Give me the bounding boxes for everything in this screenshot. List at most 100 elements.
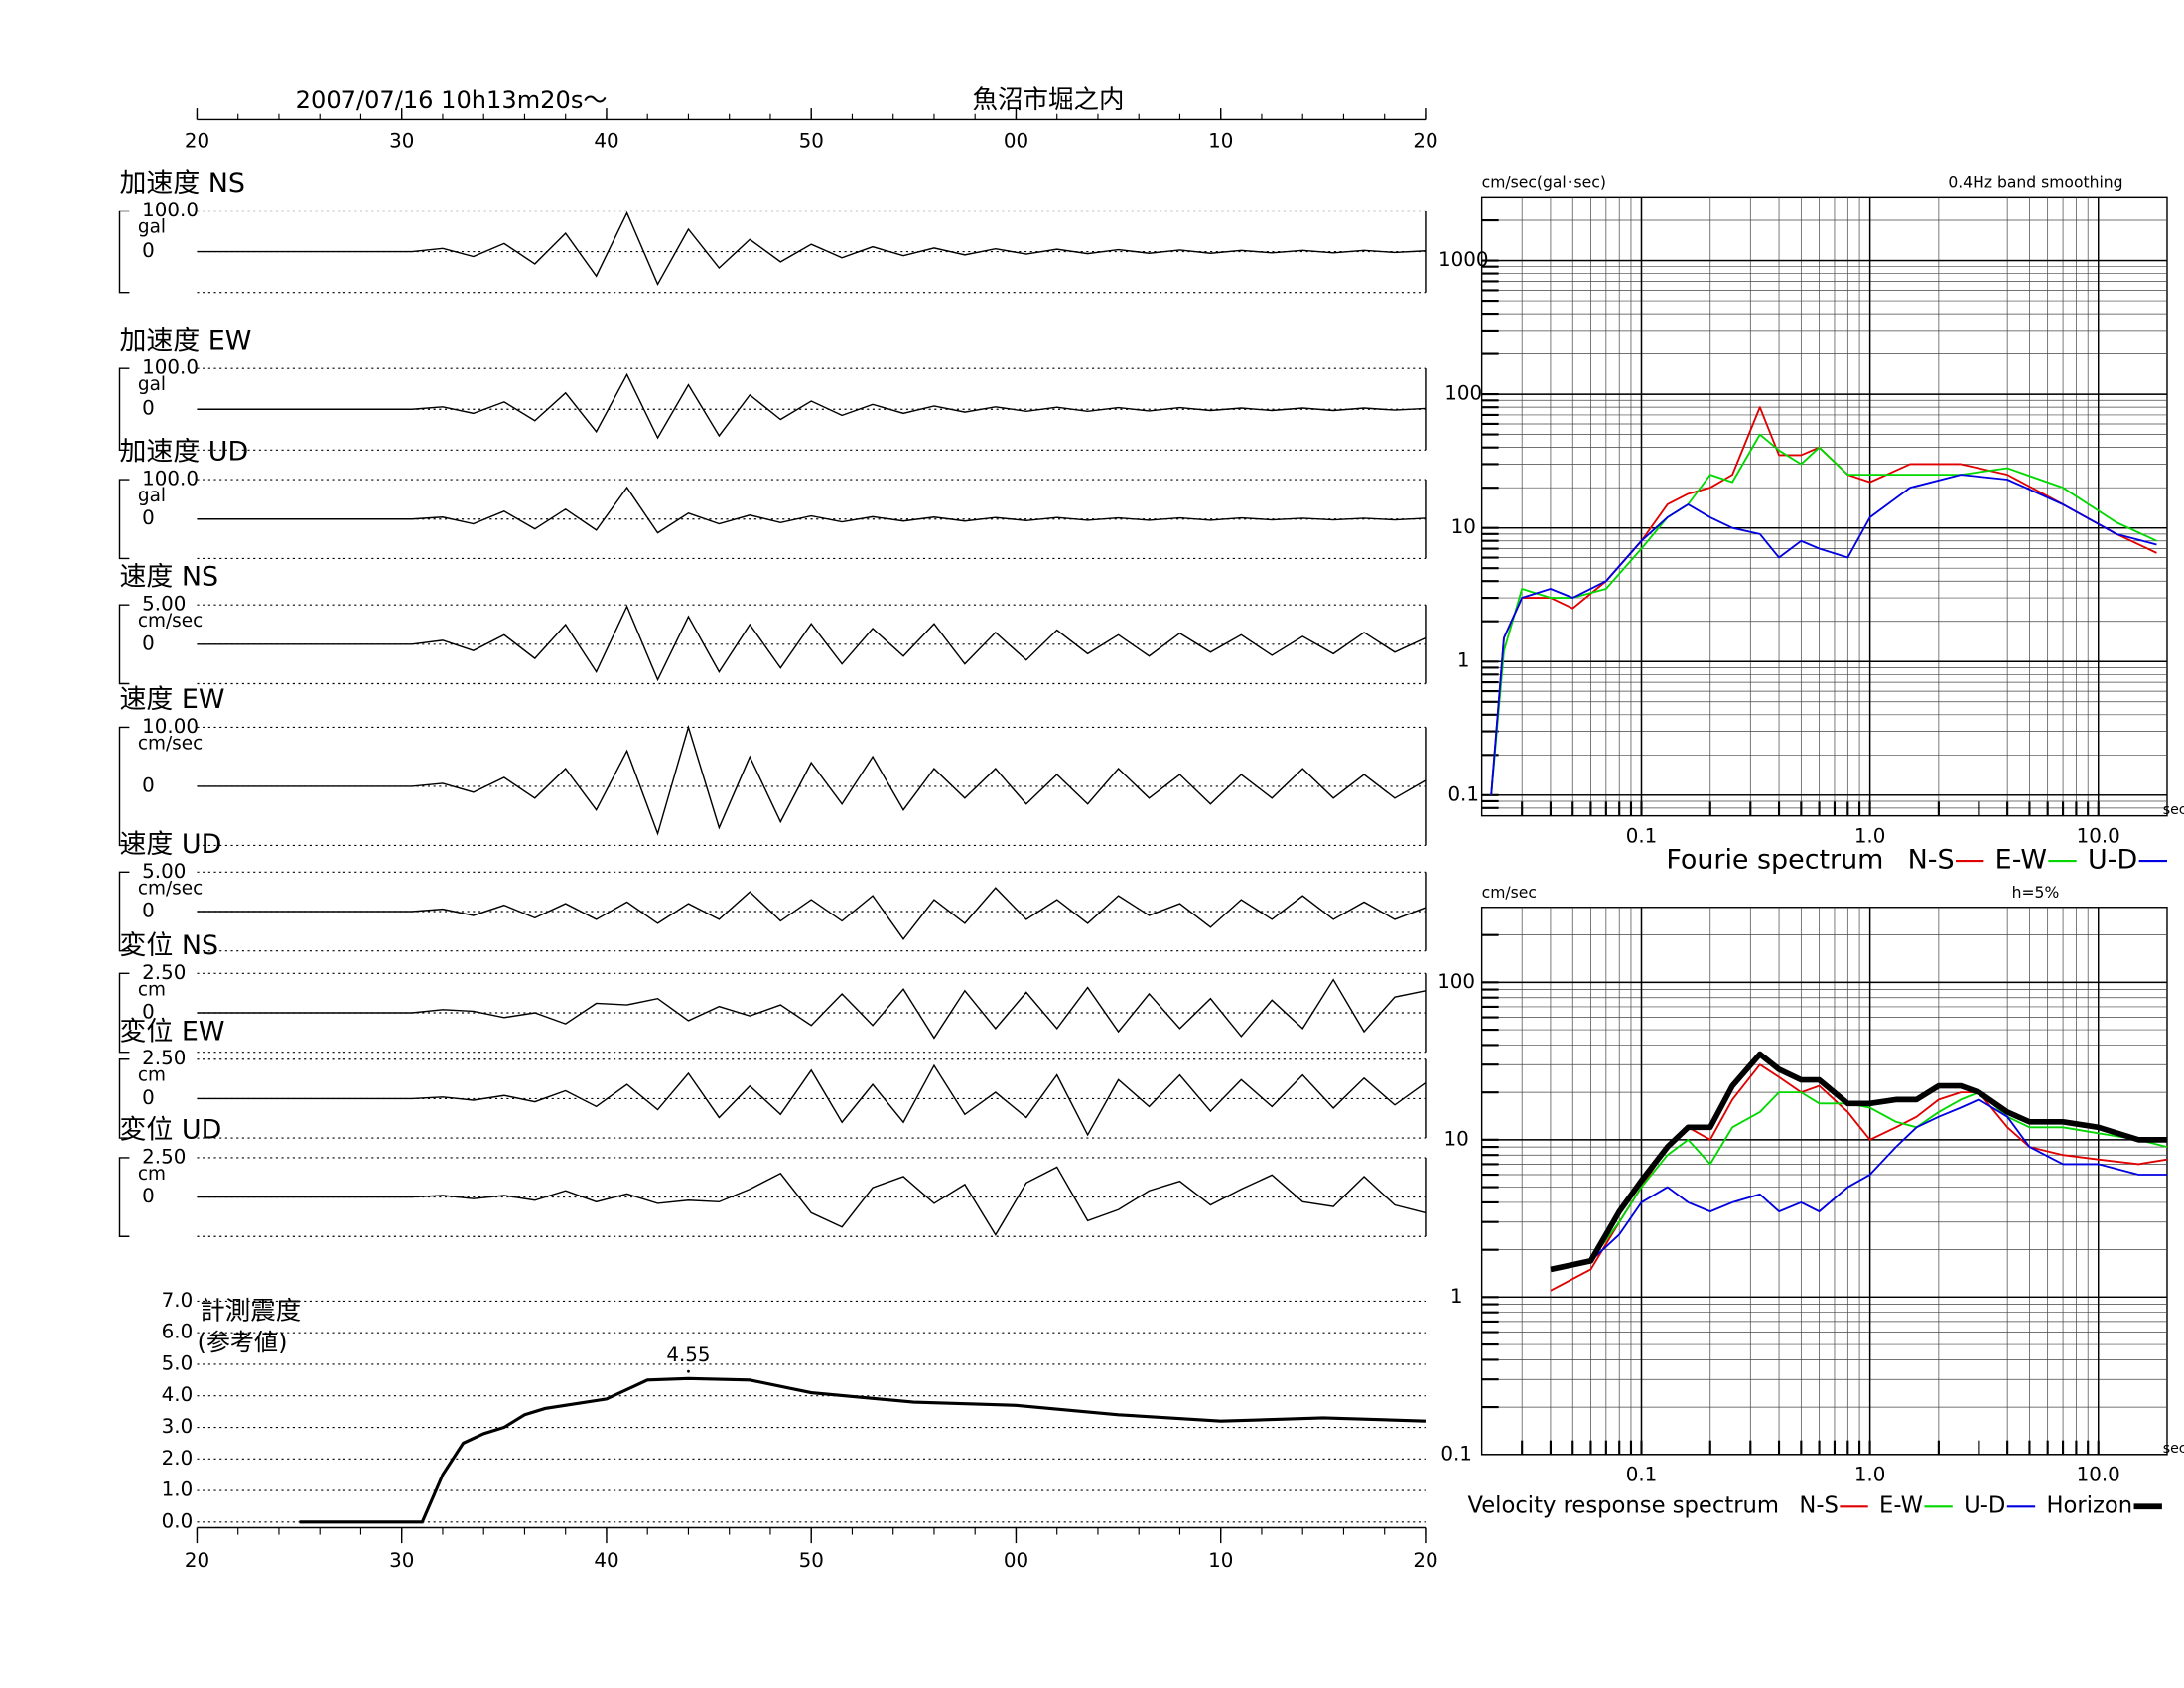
x-tick-label: 30 (389, 130, 414, 153)
y-tick-label: 0.1 (1440, 1442, 1472, 1465)
y-tick-label: 0 (142, 632, 155, 654)
y-tick-label: 0 (142, 774, 155, 796)
panel-bracket (118, 479, 130, 560)
y-tick-label: 100.0 (142, 199, 199, 221)
y-tick-label: 0 (142, 397, 155, 420)
unit-label: gal (138, 217, 166, 238)
annotation: 0.4Hz band smoothing (1948, 174, 2122, 192)
panel-title: 速度 NS (119, 562, 218, 593)
y-tick-label: 100 (1444, 382, 1482, 405)
y-tick-label: 10 (1451, 515, 1476, 538)
y-tick-label: 0 (142, 239, 155, 262)
x-tick-label: 10 (1208, 1549, 1233, 1572)
y-tick-label: 4.0 (162, 1383, 194, 1406)
legend-label: Horizon (2046, 1493, 2132, 1519)
annotation: h=5% (2012, 884, 2060, 902)
chart-title: 2007/07/16 10h13m20s〜 (296, 86, 608, 114)
panel-bracket (118, 871, 130, 952)
x-tick-label: 20 (185, 130, 209, 153)
y-tick-label: 10.00 (142, 715, 199, 738)
series-line (1490, 433, 2157, 795)
trace (197, 372, 1426, 440)
legend-label: U-D (2088, 845, 2137, 876)
panel-title: 速度 EW (119, 684, 224, 715)
trace (197, 978, 1427, 1040)
x-tick-label: 0.1 (1626, 824, 1658, 847)
x-tick-label: 1.0 (1854, 1464, 1886, 1486)
y-axis-label: cm/sec(gal･sec) (1482, 174, 1606, 192)
y-tick-label: 3.0 (162, 1415, 194, 1438)
y-tick-label: 100 (1437, 970, 1475, 993)
chart-title: 計測震度 (200, 1297, 301, 1327)
panel-bracket (118, 972, 130, 1054)
annotation: 4.55 (666, 1343, 710, 1366)
legend-label: E-W (1879, 1493, 1923, 1519)
legend-title: Velocity response spectrum (1467, 1493, 1779, 1519)
panel-title: 変位 NS (119, 930, 218, 961)
x-tick-label: 10.0 (2077, 824, 2120, 847)
x-axis-label: sec (2163, 1441, 2184, 1457)
annotation-dot (687, 1369, 690, 1373)
legend-label: N-S (1908, 845, 1955, 876)
chart-subtitle: 魚沼市堀之内 (973, 85, 1125, 115)
y-tick-label: 1.0 (162, 1478, 194, 1501)
x-tick-label: 1.0 (1854, 824, 1886, 847)
y-tick-label: 0 (142, 506, 155, 529)
panel-bracket (118, 604, 130, 685)
plot-area (1480, 907, 2168, 1456)
y-tick-label: 2.50 (142, 961, 186, 984)
unit-label: cm/sec (138, 878, 203, 899)
y-axis-label: cm/sec (1482, 884, 1537, 902)
unit-label: gal (138, 374, 166, 395)
x-tick-label: 50 (799, 1549, 824, 1572)
panel-title: 速度 UD (119, 829, 221, 860)
x-axis-label: sec (2163, 802, 2184, 818)
y-tick-label: 0.0 (162, 1509, 194, 1532)
series-line (1490, 474, 2157, 795)
panel-title: 変位 UD (119, 1115, 221, 1146)
panel-bracket (118, 726, 130, 847)
x-tick-label: 40 (594, 130, 618, 153)
y-tick-label: 100.0 (142, 356, 199, 379)
series-line (1550, 1051, 2167, 1273)
trace (197, 486, 1426, 534)
y-tick-label: 0 (142, 900, 155, 922)
y-tick-label: 2.50 (142, 1145, 186, 1168)
panel-bracket (118, 210, 130, 294)
legend-label: N-S (1799, 1493, 1839, 1519)
legend-title: Fourie spectrum (1666, 845, 1883, 876)
series-line (1490, 406, 2157, 795)
y-tick-label: 2.50 (142, 1047, 186, 1069)
y-tick-label: 7.0 (162, 1289, 194, 1312)
trace (197, 887, 1427, 940)
y-tick-label: 0 (142, 1086, 155, 1109)
panel-title: 加速度 NS (119, 168, 245, 199)
x-tick-label: 50 (799, 130, 824, 153)
x-tick-label: 30 (389, 1549, 414, 1572)
y-tick-label: 0 (142, 1001, 155, 1024)
y-tick-label: 100.0 (142, 468, 199, 491)
y-tick-label: 0 (142, 1185, 155, 1207)
unit-label: cm (138, 979, 166, 1000)
y-tick-label: 10 (1444, 1127, 1469, 1150)
x-tick-label: 20 (1413, 130, 1437, 153)
y-tick-label: 5.00 (142, 860, 186, 883)
unit-label: cm (138, 1065, 166, 1086)
trace (197, 1063, 1427, 1137)
trace (197, 724, 1427, 836)
unit-label: cm/sec (138, 733, 203, 754)
x-tick-label: 20 (185, 1549, 209, 1572)
unit-label: cm (138, 1164, 166, 1185)
y-tick-label: 0.1 (1447, 782, 1479, 805)
series-line (1550, 1098, 2167, 1271)
panel-title: 変位 EW (119, 1016, 224, 1047)
y-tick-label: 5.0 (162, 1351, 194, 1374)
x-tick-label: 0.1 (1626, 1464, 1658, 1486)
panel-bracket (118, 1058, 130, 1139)
legend-label: E-W (1995, 845, 2047, 876)
x-tick-label: 20 (1413, 1549, 1437, 1572)
y-tick-label: 2.0 (162, 1447, 194, 1470)
panel-title: 加速度 EW (119, 326, 251, 356)
intensity-line (299, 1376, 1427, 1524)
